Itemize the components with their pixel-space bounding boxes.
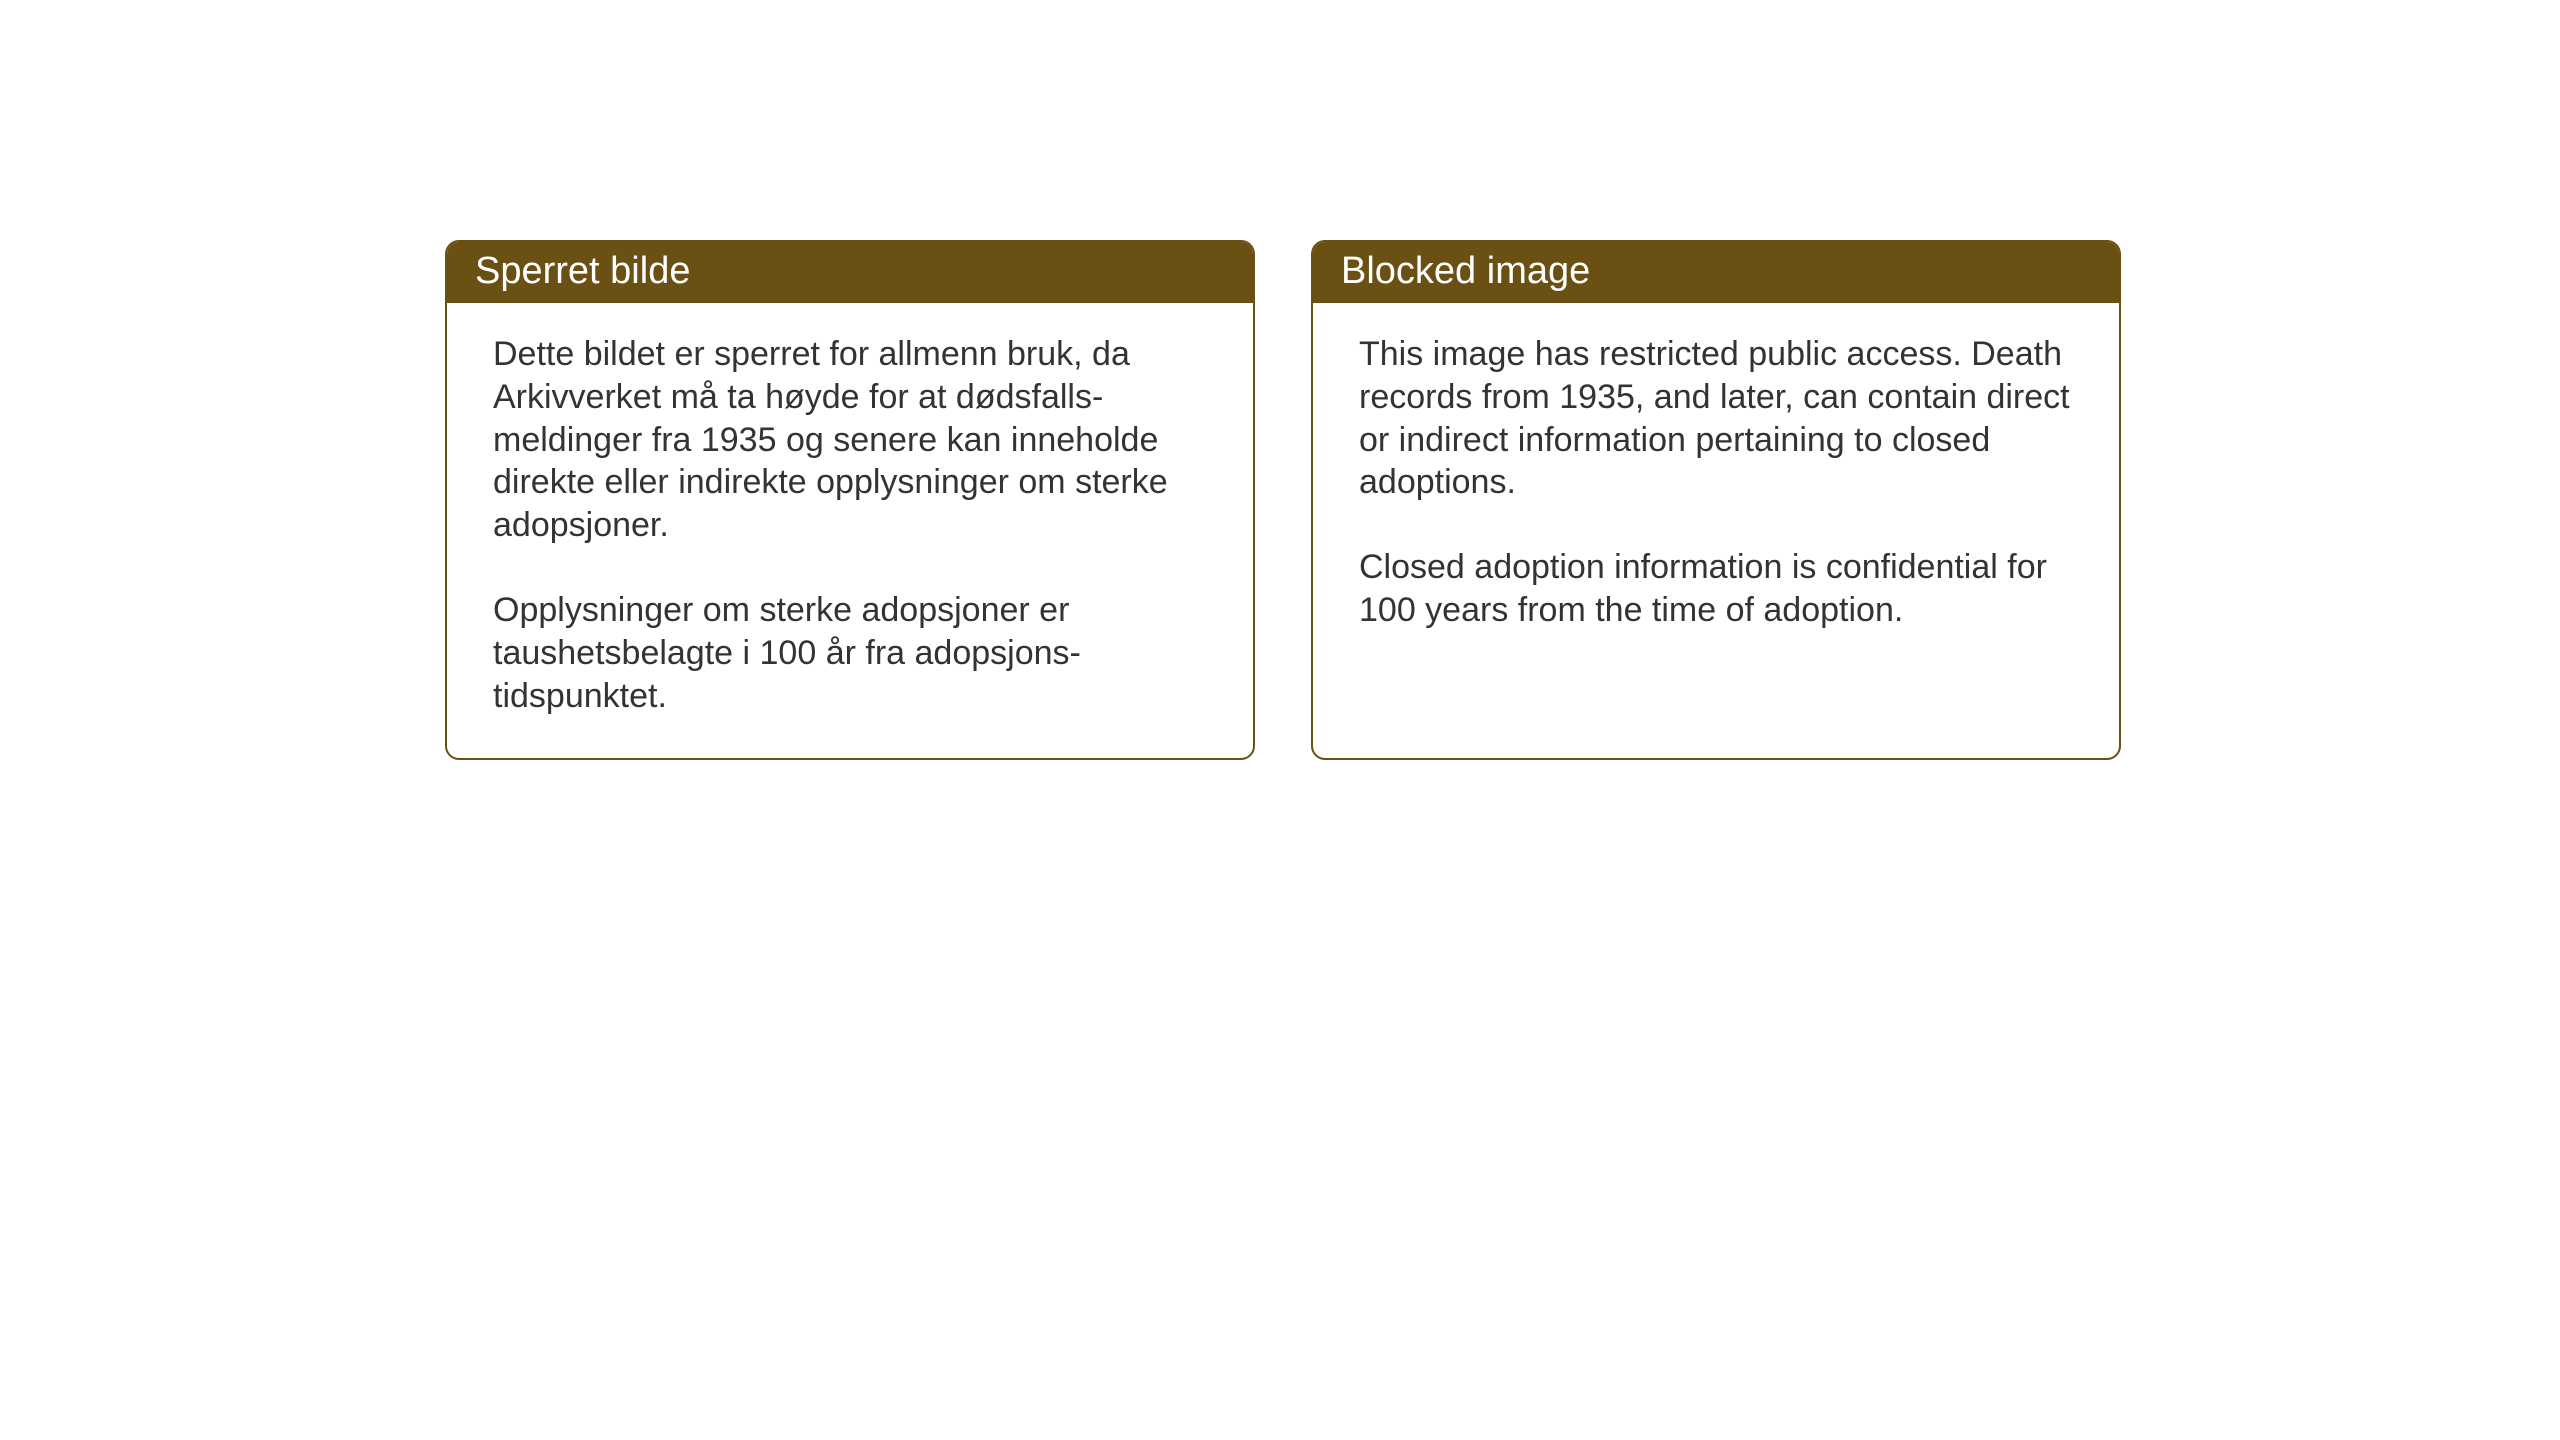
notice-card-english: Blocked image This image has restricted … [1311, 240, 2121, 760]
notice-title-english: Blocked image [1313, 242, 2119, 303]
notice-paragraph: Dette bildet er sperret for allmenn bruk… [493, 333, 1207, 547]
notice-body-norwegian: Dette bildet er sperret for allmenn bruk… [447, 303, 1253, 758]
notice-paragraph: This image has restricted public access.… [1359, 333, 2073, 504]
notice-title-norwegian: Sperret bilde [447, 242, 1253, 303]
notice-container: Sperret bilde Dette bildet er sperret fo… [445, 240, 2121, 760]
notice-body-english: This image has restricted public access.… [1313, 303, 2119, 743]
notice-paragraph: Opplysninger om sterke adopsjoner er tau… [493, 589, 1207, 717]
notice-paragraph: Closed adoption information is confident… [1359, 546, 2073, 632]
notice-card-norwegian: Sperret bilde Dette bildet er sperret fo… [445, 240, 1255, 760]
